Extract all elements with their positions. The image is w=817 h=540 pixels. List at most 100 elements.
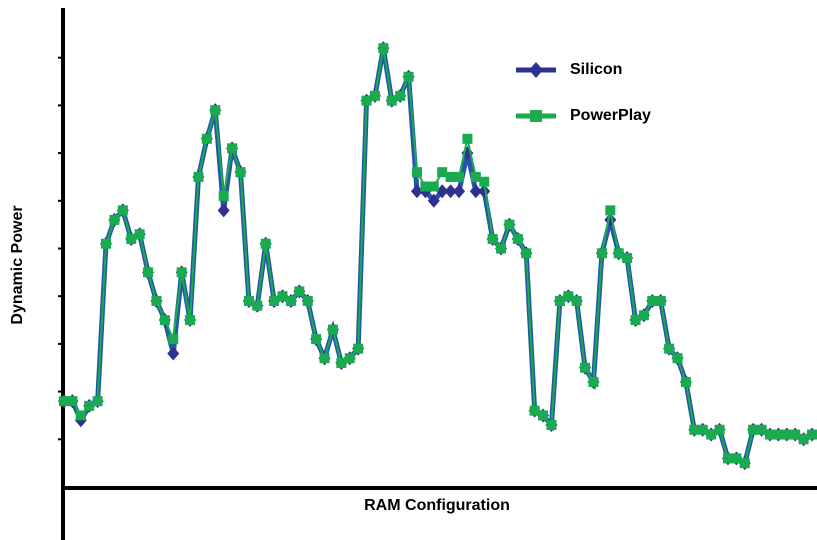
point: [689, 424, 700, 435]
point: [411, 167, 422, 178]
series-line: [64, 47, 813, 465]
point: [478, 184, 491, 199]
point: [655, 295, 666, 306]
point: [470, 171, 481, 182]
point: [781, 429, 792, 440]
point: [496, 243, 507, 254]
point: [462, 133, 473, 144]
point: [436, 184, 449, 199]
point: [580, 362, 591, 373]
point: [210, 105, 221, 116]
point: [512, 233, 523, 244]
point: [67, 396, 78, 407]
point: [327, 324, 338, 335]
point: [420, 181, 431, 192]
point: [193, 171, 204, 182]
point: [285, 295, 296, 306]
point: [798, 434, 809, 445]
legend-marker: [530, 110, 542, 122]
point: [546, 419, 557, 430]
point: [235, 167, 246, 178]
point: [218, 191, 229, 202]
point: [613, 248, 624, 259]
point: [596, 248, 607, 259]
point: [75, 410, 86, 421]
point: [427, 193, 440, 208]
point: [444, 184, 457, 199]
point: [311, 334, 322, 345]
point: [697, 424, 708, 435]
point: [277, 291, 288, 302]
point: [168, 334, 179, 345]
point: [504, 219, 515, 230]
point: [605, 205, 616, 216]
point: [134, 229, 145, 240]
point: [109, 214, 120, 225]
point: [739, 458, 750, 469]
point: [630, 315, 641, 326]
point: [487, 233, 498, 244]
point: [672, 353, 683, 364]
point: [731, 453, 742, 464]
point: [437, 167, 448, 178]
point: [167, 346, 180, 361]
point: [469, 184, 482, 199]
point: [722, 453, 733, 464]
point: [554, 295, 565, 306]
point: [386, 95, 397, 106]
point: [807, 429, 817, 440]
point: [773, 429, 784, 440]
point: [260, 238, 271, 249]
y-axis-label: Dynamic Power: [9, 205, 26, 324]
point: [647, 295, 658, 306]
x-axis-label: RAM Configuration: [364, 497, 510, 514]
point: [126, 233, 137, 244]
point: [403, 71, 414, 82]
point: [269, 295, 280, 306]
point: [538, 410, 549, 421]
point: [302, 295, 313, 306]
point: [92, 396, 103, 407]
point: [59, 396, 69, 407]
point: [227, 143, 238, 154]
point: [201, 133, 212, 144]
point: [521, 248, 532, 259]
point: [714, 424, 725, 435]
point: [454, 171, 465, 182]
point: [361, 95, 372, 106]
point: [243, 295, 254, 306]
point: [664, 343, 675, 354]
point: [571, 295, 582, 306]
legend-marker: [529, 62, 543, 78]
point: [378, 43, 389, 54]
point: [790, 429, 801, 440]
point: [353, 343, 364, 354]
point: [529, 405, 540, 416]
point: [410, 184, 423, 199]
point: [151, 295, 162, 306]
point: [185, 315, 196, 326]
point: [336, 357, 347, 368]
point: [428, 181, 439, 192]
point: [479, 176, 490, 187]
point: [143, 267, 154, 278]
legend-label: Silicon: [570, 61, 622, 78]
point: [706, 429, 717, 440]
point: [159, 315, 170, 326]
legend-label: PowerPlay: [570, 107, 651, 124]
point: [252, 300, 263, 311]
point: [344, 353, 355, 364]
point: [117, 205, 128, 216]
point: [217, 203, 230, 218]
point: [369, 90, 380, 101]
point: [748, 424, 759, 435]
point: [445, 171, 456, 182]
point: [622, 253, 633, 264]
point: [176, 267, 187, 278]
point: [453, 184, 466, 199]
point: [395, 90, 406, 101]
point: [588, 377, 599, 388]
point: [764, 429, 775, 440]
point: [319, 353, 330, 364]
